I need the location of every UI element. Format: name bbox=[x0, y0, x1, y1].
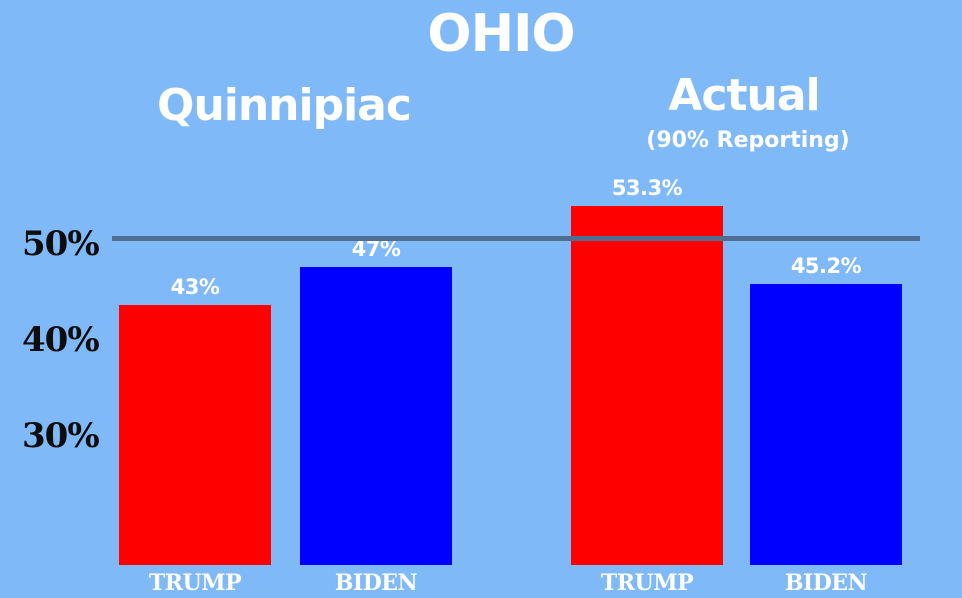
category-label-actual-biden: BIDEN bbox=[784, 570, 868, 596]
reference-line-50 bbox=[112, 236, 920, 241]
bar-quinnipiac-trump bbox=[119, 305, 271, 565]
group-subtitle-actual: (90% Reporting) bbox=[646, 128, 850, 153]
category-label-actual-trump: TRUMP bbox=[600, 570, 694, 596]
y-tick-label: 50% bbox=[22, 224, 100, 264]
category-label-quinnipiac-biden: BIDEN bbox=[334, 570, 418, 596]
data-label-actual-biden: 45.2% bbox=[790, 254, 862, 279]
data-label-quinnipiac-trump: 43% bbox=[170, 275, 220, 300]
y-tick-label: 30% bbox=[22, 416, 100, 456]
bar-actual-trump bbox=[571, 206, 723, 565]
data-label-actual-trump: 53.3% bbox=[611, 176, 683, 201]
chart-title: OHIO bbox=[427, 4, 575, 64]
y-tick-label: 40% bbox=[22, 320, 100, 360]
bar-actual-biden bbox=[750, 284, 902, 565]
group-title-quinnipiac: Quinnipiac bbox=[157, 80, 412, 131]
category-label-quinnipiac-trump: TRUMP bbox=[148, 570, 242, 596]
bar-quinnipiac-biden bbox=[300, 266, 452, 565]
group-title-actual: Actual bbox=[668, 70, 820, 121]
